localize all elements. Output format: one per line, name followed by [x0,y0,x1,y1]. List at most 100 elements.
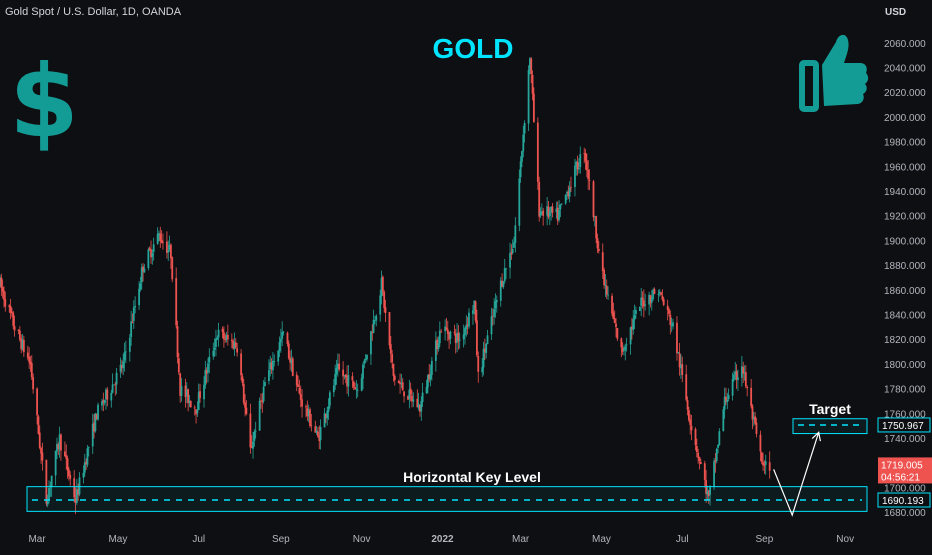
candle [366,354,368,362]
candle [32,373,35,394]
candle [416,389,419,408]
candle [436,336,439,355]
candle [493,298,496,325]
candle [668,307,670,317]
candle [486,329,489,345]
candle [491,308,494,326]
candle [681,356,684,383]
candle [309,407,311,428]
candle [175,267,178,329]
candle [277,349,280,366]
candle [421,382,424,407]
candle [532,87,535,123]
candle [203,376,205,408]
candles-layer [0,56,771,515]
candle [216,335,219,341]
candle [207,357,209,383]
candle [632,309,635,335]
y-tick-label: 1840.000 [884,311,926,322]
candle [560,203,563,206]
candle [677,351,680,354]
candle [725,387,727,406]
candle [584,149,587,170]
current-price-label: 1719.005 [881,460,923,471]
candle [232,338,235,350]
candle [727,388,730,402]
candle [735,364,738,389]
candle [193,405,196,416]
candle [380,270,383,305]
candle [260,393,262,409]
candle [518,169,521,232]
zones-layer [26,418,868,517]
candle [318,425,321,450]
candle [208,348,211,374]
candle [697,448,700,464]
candle [579,146,582,174]
candle [372,309,375,334]
candle [542,207,545,226]
y-tick-label: 1940.000 [884,187,926,198]
candle [262,380,265,404]
thumbs-up-icon [799,34,869,112]
candle [574,158,576,197]
candle [195,409,197,424]
candle [160,230,163,244]
candle [511,239,514,255]
candle [360,373,363,392]
candle [458,332,461,349]
candle [744,364,747,389]
candle [66,455,69,479]
candle [188,394,191,408]
candle [13,315,16,337]
candle [289,350,292,371]
candle [650,290,653,311]
candle [130,310,133,346]
candle [94,412,97,433]
candle [156,227,159,245]
candle [124,340,127,364]
candle [578,157,580,174]
candle [22,335,25,357]
candle [187,388,190,412]
candle [168,235,171,252]
candle [687,406,690,423]
candle [245,400,248,416]
candle [513,236,515,249]
candle [148,246,151,252]
candle [546,197,549,226]
target-zone[interactable] [792,418,868,435]
candle [249,403,252,454]
candle [449,330,452,345]
candle [662,297,665,307]
candle [56,437,58,460]
y-tick-label: 2060.000 [884,39,926,50]
candle [279,328,282,353]
candle [709,484,711,506]
candle [342,361,345,385]
candle [393,374,396,386]
candle [685,364,688,402]
candle [468,308,470,329]
candle [483,338,486,361]
candle [445,317,448,331]
candle [384,299,387,322]
candle [87,446,90,457]
candle [295,371,298,392]
candle [281,321,284,347]
candle [179,372,182,403]
candle [556,201,559,225]
candle [338,353,341,372]
candle [226,324,229,346]
candle [564,194,567,205]
candle [392,363,395,382]
key-level-zone[interactable] [26,486,868,512]
candle [408,379,411,409]
candle [250,435,253,449]
candle [440,329,443,333]
candle [568,181,571,203]
candle [444,319,447,341]
candle [603,267,605,289]
